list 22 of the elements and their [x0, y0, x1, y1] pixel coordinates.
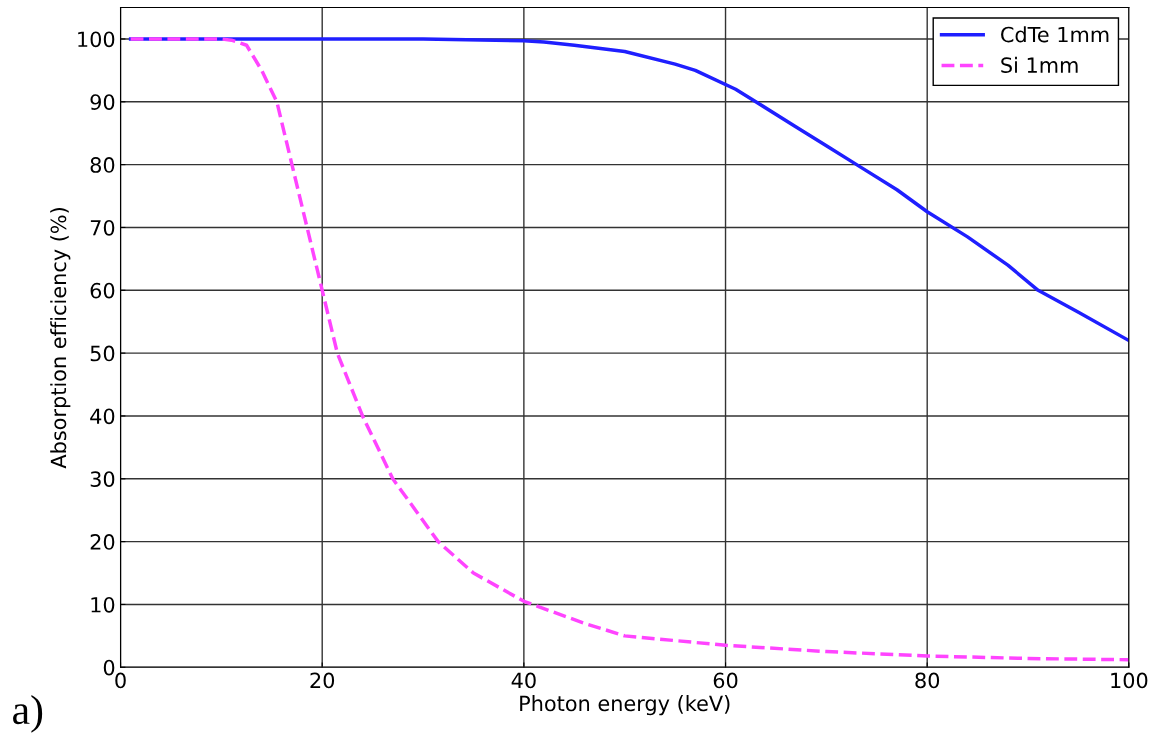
y-tick-label: 80 — [90, 157, 115, 173]
text: a) — [13, 694, 43, 733]
x-tick-label: 20 — [310, 672, 335, 689]
y-tick-label: 70 — [90, 219, 115, 236]
x-tick-label: 40 — [511, 672, 536, 689]
y-tick-label: 0 — [103, 659, 115, 676]
y-tick-label: 20 — [90, 534, 115, 550]
x-tick-label: 100 — [1111, 672, 1148, 689]
y-tick-label: 40 — [90, 408, 115, 425]
x-tick-label: 0 — [115, 672, 126, 689]
legend-label: CdTe 1mm — [1001, 26, 1109, 43]
y-tick-label: 30 — [90, 471, 115, 487]
x-tick-label: 60 — [713, 672, 738, 689]
y-tick-label: 50 — [90, 345, 115, 362]
y-tick-label: 100 — [78, 31, 115, 48]
y-axis-title: Absorption efficiency (%) — [50, 208, 71, 469]
x-axis-title: Photon energy (keV) — [520, 695, 730, 716]
legend-label: Si 1mm — [1001, 56, 1078, 73]
y-tick-label: 90 — [90, 94, 115, 110]
y-tick-label: 10 — [91, 596, 115, 613]
y-tick-label: 60 — [90, 282, 115, 299]
x-tick-label: 80 — [915, 672, 940, 689]
